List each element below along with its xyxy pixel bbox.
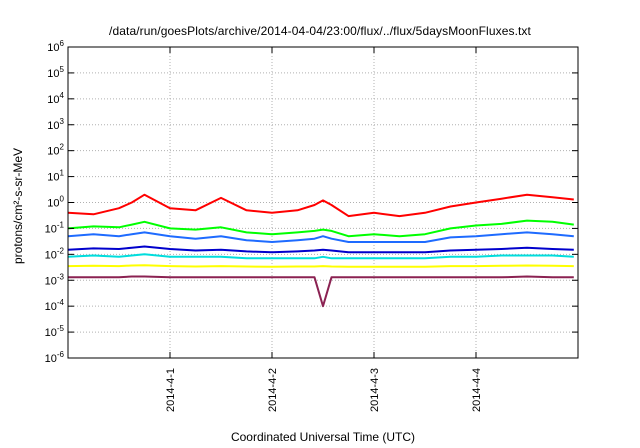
series-line-1 [67,219,574,238]
y-tick-label: 103 [47,117,64,132]
grid-lines [68,47,578,358]
chart-title: /data/run/goesPlots/archive/2014-04-04/2… [109,24,531,38]
y-tick-label: 10-1 [45,220,65,235]
y-axis-ticks: 10-6 10-5 10-4 10-3 10-2 10-1 100 101 102 103 104 1… [45,39,578,365]
x-tick-label: 2014-4-3 [369,368,381,412]
x-axis-label: Coordinated Universal Time (UTC) [230,430,416,444]
y-tick-label: 10-2 [45,246,65,261]
y-tick-label: 10-5 [45,324,65,339]
y-axis-label: protons/cm²-s-sr-MeV [11,147,25,265]
series-line-6 [68,275,574,308]
series-line-4 [67,253,574,260]
y-tick-label: 101 [47,169,64,184]
data-series [67,193,574,308]
x-tick-label: 2014-4-4 [471,368,483,412]
series-line-2 [67,231,574,243]
y-tick-label: 106 [47,39,64,54]
y-tick-label: 10-3 [45,272,65,287]
series-line-5 [67,264,574,268]
y-tick-label: 10-6 [45,350,65,365]
y-tick-label: 105 [47,65,64,80]
y-tick-label: 100 [47,195,64,210]
x-tick-label: 2014-4-1 [165,368,177,412]
y-tick-label: 104 [47,91,64,106]
y-tick-label: 10-4 [45,298,65,313]
x-tick-label: 2014-4-2 [267,368,279,412]
series-line-3 [67,245,574,254]
x-axis-ticks: 2014-4-1 2014-4-2 2014-4-3 2014-4-4 [165,47,483,412]
series-line-0 [67,193,574,218]
y-tick-label: 102 [47,143,64,158]
